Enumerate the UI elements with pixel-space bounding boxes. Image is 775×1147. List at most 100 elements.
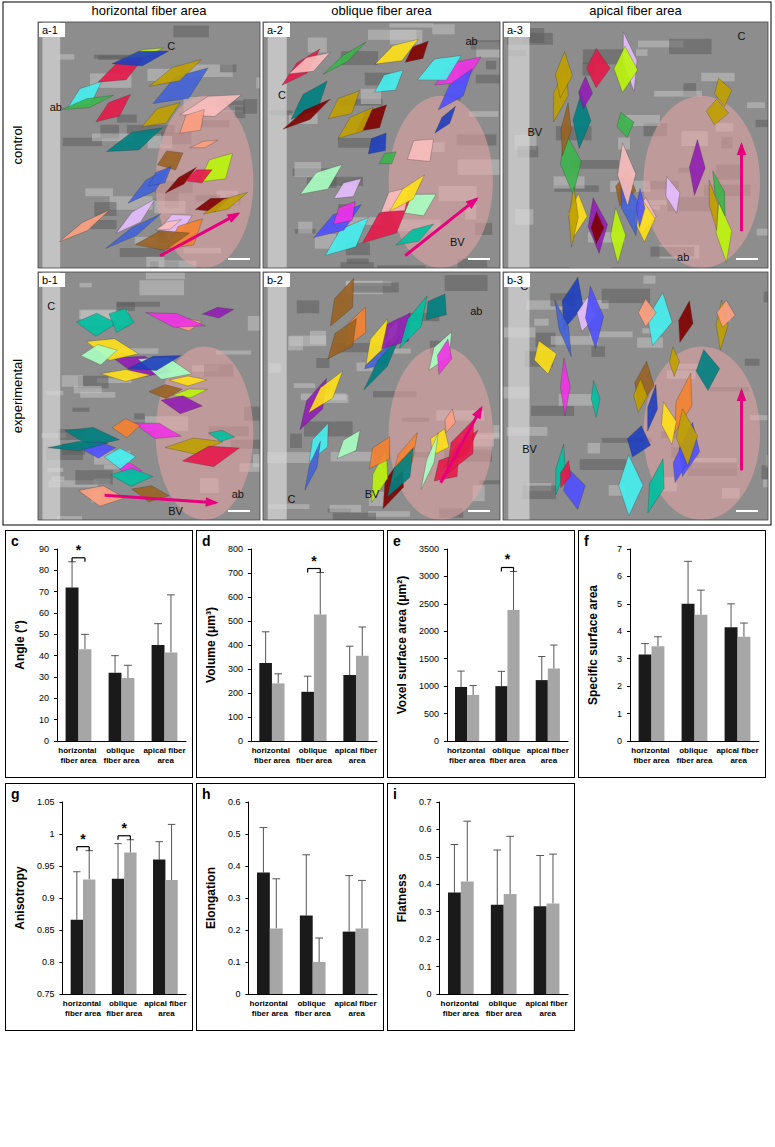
svg-text:40: 40 <box>39 651 49 661</box>
svg-text:oblique: oblique <box>679 746 710 755</box>
svg-text:500: 500 <box>424 709 439 719</box>
svg-text:horizontal: horizontal <box>252 746 292 755</box>
svg-text:ab: ab <box>232 488 244 500</box>
svg-text:*: * <box>505 551 511 567</box>
svg-text:Anisotropy: Anisotropy <box>13 866 27 930</box>
svg-text:0.95: 0.95 <box>37 861 55 871</box>
svg-text:fiber area: fiber area <box>296 756 333 765</box>
svg-text:oblique: oblique <box>109 999 140 1008</box>
svg-text:fiber area: fiber area <box>106 1009 143 1018</box>
svg-text:a-2: a-2 <box>267 24 283 36</box>
svg-text:0.2: 0.2 <box>228 925 241 935</box>
svg-text:2: 2 <box>617 681 622 691</box>
svg-text:apical fiber: apical fiber <box>335 746 377 755</box>
svg-text:oblique: oblique <box>299 746 330 755</box>
svg-text:horizontal: horizontal <box>250 999 290 1008</box>
svg-text:50: 50 <box>39 629 49 639</box>
svg-text:area: area <box>538 756 557 765</box>
svg-text:20: 20 <box>39 693 49 703</box>
svg-text:b-3: b-3 <box>507 274 523 286</box>
svg-text:b-2: b-2 <box>267 274 283 286</box>
svg-text:area: area <box>537 1009 556 1018</box>
svg-text:0.5: 0.5 <box>228 829 241 839</box>
svg-text:0.4: 0.4 <box>228 861 241 871</box>
svg-text:d: d <box>202 533 211 549</box>
svg-text:BV: BV <box>168 505 183 517</box>
svg-text:C: C <box>738 30 746 42</box>
svg-text:60: 60 <box>39 608 49 618</box>
svg-text:C: C <box>278 89 286 101</box>
svg-text:oblique: oblique <box>297 999 328 1008</box>
svg-text:Voxel surface area (μm²): Voxel surface area (μm²) <box>395 576 409 715</box>
svg-text:fiber area: fiber area <box>252 1009 289 1018</box>
svg-text:fiber area: fiber area <box>60 756 97 765</box>
svg-text:0.2: 0.2 <box>419 934 432 944</box>
svg-text:fiber area: fiber area <box>295 1009 332 1018</box>
svg-text:ab: ab <box>465 35 477 47</box>
svg-text:300: 300 <box>228 664 243 674</box>
svg-text:C: C <box>287 493 295 505</box>
svg-text:0.9: 0.9 <box>42 893 55 903</box>
svg-text:apical fiber: apical fiber <box>527 746 569 755</box>
svg-text:Elongation: Elongation <box>204 867 218 929</box>
svg-text:0.6: 0.6 <box>419 824 432 834</box>
svg-text:f: f <box>584 533 589 549</box>
svg-text:area: area <box>155 756 174 765</box>
svg-text:30: 30 <box>39 672 49 682</box>
svg-text:apical fiber: apical fiber <box>143 746 185 755</box>
svg-text:*: * <box>76 542 82 558</box>
svg-text:fiber area: fiber area <box>65 1009 102 1018</box>
svg-text:*: * <box>121 820 127 836</box>
svg-text:horizontal fiber area: horizontal fiber area <box>92 3 208 18</box>
svg-text:oblique: oblique <box>492 746 523 755</box>
svg-text:fiber area: fiber area <box>443 1009 480 1018</box>
svg-text:0: 0 <box>44 736 49 746</box>
svg-text:area: area <box>346 1009 365 1018</box>
svg-text:ab: ab <box>470 305 482 317</box>
svg-text:Volume (μm³): Volume (μm³) <box>204 607 218 683</box>
svg-text:experimental: experimental <box>10 359 25 434</box>
svg-text:fiber area: fiber area <box>676 756 713 765</box>
svg-text:1000: 1000 <box>419 681 439 691</box>
svg-text:apical fiber: apical fiber <box>334 999 376 1008</box>
svg-text:*: * <box>80 831 86 847</box>
svg-text:apical fiber: apical fiber <box>716 746 758 755</box>
svg-text:Specific surface area: Specific surface area <box>586 585 600 705</box>
svg-text:0.75: 0.75 <box>37 989 55 999</box>
svg-text:0.1: 0.1 <box>228 957 241 967</box>
svg-text:oblique fiber area: oblique fiber area <box>331 3 432 18</box>
svg-text:c: c <box>11 533 19 549</box>
svg-text:BV: BV <box>450 236 465 248</box>
svg-text:0.8: 0.8 <box>42 957 55 967</box>
svg-text:ab: ab <box>677 251 689 263</box>
svg-text:0: 0 <box>434 736 439 746</box>
svg-text:4: 4 <box>617 626 622 636</box>
svg-text:1: 1 <box>617 709 622 719</box>
svg-text:0.85: 0.85 <box>37 925 55 935</box>
svg-text:0: 0 <box>238 736 243 746</box>
svg-text:Flatness: Flatness <box>395 873 409 922</box>
svg-text:700: 700 <box>228 568 243 578</box>
svg-text:fiber area: fiber area <box>486 1009 523 1018</box>
svg-text:apical fiber: apical fiber <box>144 999 186 1008</box>
svg-text:BV: BV <box>527 126 542 138</box>
svg-text:*: * <box>311 553 317 569</box>
svg-text:2000: 2000 <box>419 626 439 636</box>
svg-text:Angle (°): Angle (°) <box>13 620 27 669</box>
svg-text:0: 0 <box>617 736 622 746</box>
svg-text:1: 1 <box>49 829 54 839</box>
svg-text:200: 200 <box>228 688 243 698</box>
svg-text:g: g <box>11 786 20 802</box>
svg-text:fiber area: fiber area <box>449 756 486 765</box>
svg-text:apical fiber area: apical fiber area <box>589 3 682 18</box>
svg-text:3000: 3000 <box>419 571 439 581</box>
svg-text:horizontal: horizontal <box>631 746 671 755</box>
svg-text:10: 10 <box>39 715 49 725</box>
svg-text:oblique: oblique <box>106 746 137 755</box>
svg-text:5: 5 <box>617 599 622 609</box>
svg-text:0.5: 0.5 <box>419 852 432 862</box>
svg-text:0.6: 0.6 <box>228 797 241 807</box>
svg-text:0.3: 0.3 <box>419 907 432 917</box>
svg-text:h: h <box>202 786 211 802</box>
svg-text:0.4: 0.4 <box>419 879 432 889</box>
